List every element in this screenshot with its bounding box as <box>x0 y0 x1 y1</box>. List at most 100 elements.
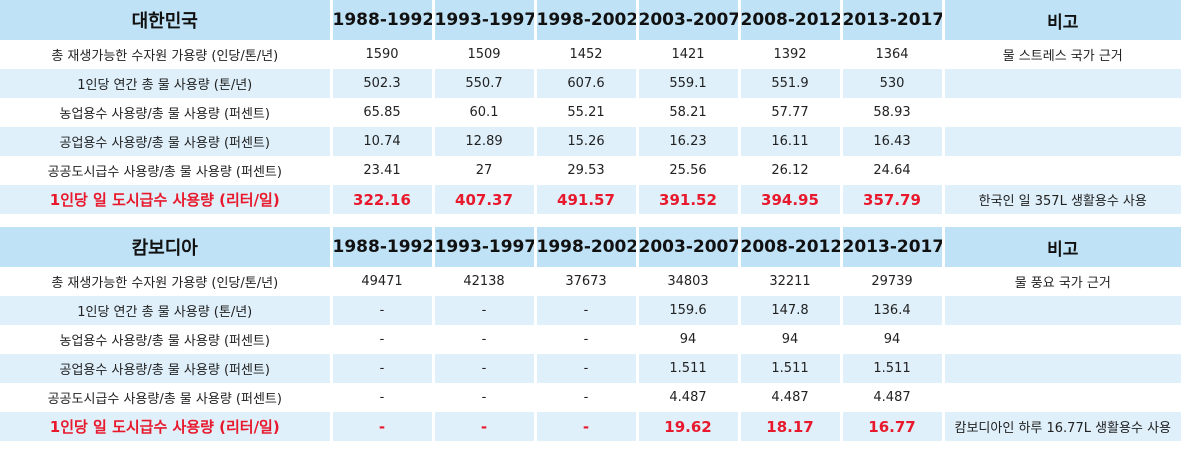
row-label: 농업용수 사용량/총 물 사용량 (퍼센트) <box>0 325 333 354</box>
table-row: 총 재생가능한 수자원 가용량 (인당/톤/년) 49471 42138 376… <box>0 267 1181 296</box>
row-note <box>943 98 1181 127</box>
row-note <box>943 69 1181 98</box>
row-note: 캄보디아인 하루 16.77L 생활용수 사용 <box>943 412 1181 441</box>
table-cell: 4.487 <box>841 383 945 412</box>
row-note <box>943 156 1181 185</box>
row-label: 1인당 일 도시급수 사용량 (리터/일) <box>0 412 333 441</box>
table-cell: 491.57 <box>535 185 639 214</box>
table-cell: 34803 <box>637 267 741 296</box>
row-label: 1인당 일 도시급수 사용량 (리터/일) <box>0 185 333 214</box>
table-cell: 58.21 <box>637 98 741 127</box>
table-cell: 15.26 <box>535 127 639 156</box>
table-cell: 16.11 <box>739 127 843 156</box>
table-header-row: 캄보디아 1988-1992 1993-1997 1998-2002 2003-… <box>0 227 1181 267</box>
table-cell: 1452 <box>535 40 639 69</box>
table-cell: 1392 <box>739 40 843 69</box>
table-cell: 23.41 <box>331 156 435 185</box>
table-cell: - <box>535 383 639 412</box>
period-header: 2013-2017 <box>841 227 945 267</box>
note-header: 비고 <box>943 227 1181 267</box>
row-note: 한국인 일 357L 생활용수 사용 <box>943 185 1181 214</box>
table-cell: 37673 <box>535 267 639 296</box>
table-cell: 49471 <box>331 267 435 296</box>
table-cell: 530 <box>841 69 945 98</box>
table-cell: 550.7 <box>433 69 537 98</box>
table-cell: 57.77 <box>739 98 843 127</box>
row-label: 1인당 연간 총 물 사용량 (톤/년) <box>0 296 333 325</box>
table-header-row: 대한민국 1988-1992 1993-1997 1998-2002 2003-… <box>0 0 1181 40</box>
table-cell: 18.17 <box>739 412 843 441</box>
table-cell: 1421 <box>637 40 741 69</box>
table-cell: - <box>331 412 435 441</box>
table-cell: 391.52 <box>637 185 741 214</box>
table-row: 1인당 연간 총 물 사용량 (톤/년) - - - 159.6 147.8 1… <box>0 296 1181 325</box>
note-header: 비고 <box>943 0 1181 40</box>
table-cell: 16.77 <box>841 412 945 441</box>
table-cell: 136.4 <box>841 296 945 325</box>
row-note: 물 풍요 국가 근거 <box>943 267 1181 296</box>
table-row: 공공도시급수 사용량/총 물 사용량 (퍼센트) - - - 4.487 4.4… <box>0 383 1181 412</box>
table-cell: 29739 <box>841 267 945 296</box>
table-cell: 16.43 <box>841 127 945 156</box>
table-row: 공업용수 사용량/총 물 사용량 (퍼센트) 10.74 12.89 15.26… <box>0 127 1181 156</box>
period-header: 2008-2012 <box>739 227 843 267</box>
table-cell: - <box>433 383 537 412</box>
table-cell: 65.85 <box>331 98 435 127</box>
period-header: 1988-1992 <box>331 0 435 40</box>
table-row: 농업용수 사용량/총 물 사용량 (퍼센트) 65.85 60.1 55.21 … <box>0 98 1181 127</box>
row-note <box>943 296 1181 325</box>
table-cell: 357.79 <box>841 185 945 214</box>
table-cell: - <box>535 412 639 441</box>
table-cell: 55.21 <box>535 98 639 127</box>
period-header: 2003-2007 <box>637 227 741 267</box>
table-cell: 4.487 <box>637 383 741 412</box>
row-note <box>943 354 1181 383</box>
table-cell: 1.511 <box>739 354 843 383</box>
period-header: 2003-2007 <box>637 0 741 40</box>
table-cell: 16.23 <box>637 127 741 156</box>
row-label: 1인당 연간 총 물 사용량 (톤/년) <box>0 69 333 98</box>
table-row: 공공도시급수 사용량/총 물 사용량 (퍼센트) 23.41 27 29.53 … <box>0 156 1181 185</box>
row-note <box>943 325 1181 354</box>
table-cell: - <box>331 354 435 383</box>
period-header: 1998-2002 <box>535 0 639 40</box>
row-label: 공업용수 사용량/총 물 사용량 (퍼센트) <box>0 354 333 383</box>
table-cell: 19.62 <box>637 412 741 441</box>
table-cell: - <box>535 296 639 325</box>
table-cell: 42138 <box>433 267 537 296</box>
table-cell: 1509 <box>433 40 537 69</box>
table-cell: 27 <box>433 156 537 185</box>
table-cell: 25.56 <box>637 156 741 185</box>
table-cell: - <box>535 354 639 383</box>
table-cell: 407.37 <box>433 185 537 214</box>
table-cell: 394.95 <box>739 185 843 214</box>
row-note: 물 스트레스 국가 근거 <box>943 40 1181 69</box>
table-cell: 159.6 <box>637 296 741 325</box>
country-title: 캄보디아 <box>0 227 333 267</box>
korea-water-table: 대한민국 1988-1992 1993-1997 1998-2002 2003-… <box>0 0 1181 214</box>
period-header: 2013-2017 <box>841 0 945 40</box>
table-cell: - <box>433 354 537 383</box>
table-cell: 1590 <box>331 40 435 69</box>
row-label: 농업용수 사용량/총 물 사용량 (퍼센트) <box>0 98 333 127</box>
row-label: 공공도시급수 사용량/총 물 사용량 (퍼센트) <box>0 383 333 412</box>
table-cell: 26.12 <box>739 156 843 185</box>
table-cell: - <box>331 325 435 354</box>
table-cell: 147.8 <box>739 296 843 325</box>
period-header: 1988-1992 <box>331 227 435 267</box>
table-row: 1인당 연간 총 물 사용량 (톤/년) 502.3 550.7 607.6 5… <box>0 69 1181 98</box>
table-cell: 1.511 <box>841 354 945 383</box>
cambodia-water-table: 캄보디아 1988-1992 1993-1997 1998-2002 2003-… <box>0 227 1181 441</box>
table-cell: 1.511 <box>637 354 741 383</box>
row-label: 총 재생가능한 수자원 가용량 (인당/톤/년) <box>0 40 333 69</box>
table-cell: 12.89 <box>433 127 537 156</box>
row-label: 공공도시급수 사용량/총 물 사용량 (퍼센트) <box>0 156 333 185</box>
table-row-highlight: 1인당 일 도시급수 사용량 (리터/일) 322.16 407.37 491.… <box>0 185 1181 214</box>
table-cell: - <box>433 296 537 325</box>
table-cell: - <box>331 296 435 325</box>
row-label: 공업용수 사용량/총 물 사용량 (퍼센트) <box>0 127 333 156</box>
table-row-highlight: 1인당 일 도시급수 사용량 (리터/일) - - - 19.62 18.17 … <box>0 412 1181 441</box>
table-cell: 58.93 <box>841 98 945 127</box>
table-row: 농업용수 사용량/총 물 사용량 (퍼센트) - - - 94 94 94 <box>0 325 1181 354</box>
table-cell: 94 <box>739 325 843 354</box>
